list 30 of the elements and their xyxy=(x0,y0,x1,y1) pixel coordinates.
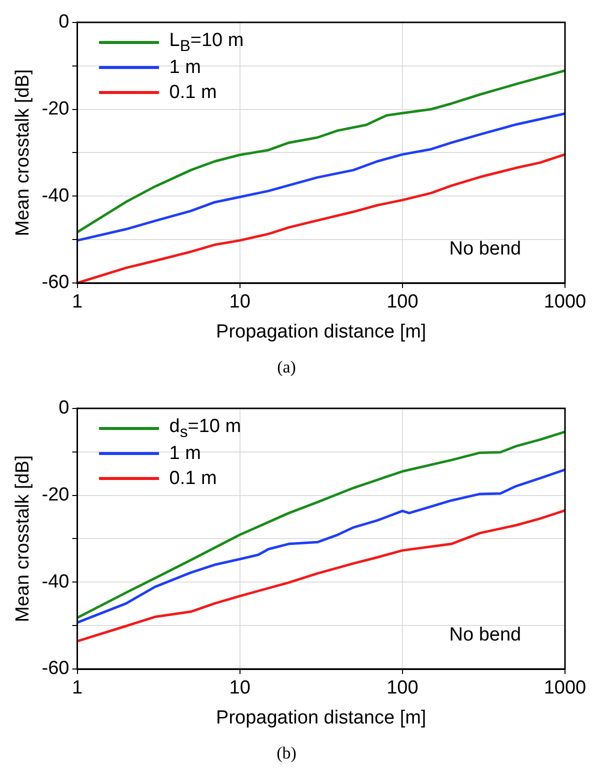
x-tick-label: 10 xyxy=(229,678,250,699)
y-tick-label: -20 xyxy=(42,484,70,506)
legend-label: 0.1 m xyxy=(169,468,217,490)
y-axis-title: Mean crosstalk [dB] xyxy=(12,69,34,236)
legend-label: 0.1 m xyxy=(169,82,217,104)
text: (a) xyxy=(277,357,296,376)
y-tick-label: 0 xyxy=(58,12,70,33)
x-tick-label: 1000 xyxy=(544,292,586,313)
text: (b) xyxy=(276,743,296,762)
x-tick-label: 1 xyxy=(72,678,83,699)
annotation: No bend xyxy=(449,238,522,260)
legend-label: d$_{s}$=10 m xyxy=(169,416,242,442)
y-axis-title: Mean crosstalk [dB] xyxy=(12,455,34,622)
x-tick-label: 1 xyxy=(72,292,83,313)
y-tick-label: -40 xyxy=(42,571,70,592)
x-tick-label: 100 xyxy=(386,678,418,699)
x-axis-title: Propagation distance [m] xyxy=(216,707,426,728)
legend-label: L$_{B}$=10 m xyxy=(169,30,244,56)
y-tick-label: -20 xyxy=(42,98,70,120)
y-tick-label: 0 xyxy=(58,398,70,419)
annotation: No bend xyxy=(449,624,522,646)
y-tick-label: -40 xyxy=(42,185,70,206)
y-tick-label: -60 xyxy=(42,272,70,294)
x-axis-title: Propagation distance [m] xyxy=(216,321,426,342)
x-tick-label: 1000 xyxy=(544,678,586,699)
y-tick-label: -60 xyxy=(42,658,70,680)
legend-label: 1 m xyxy=(169,56,201,79)
x-tick-label: 100 xyxy=(386,292,418,313)
legend-label: 1 m xyxy=(169,442,201,465)
x-tick-label: 10 xyxy=(229,292,250,313)
